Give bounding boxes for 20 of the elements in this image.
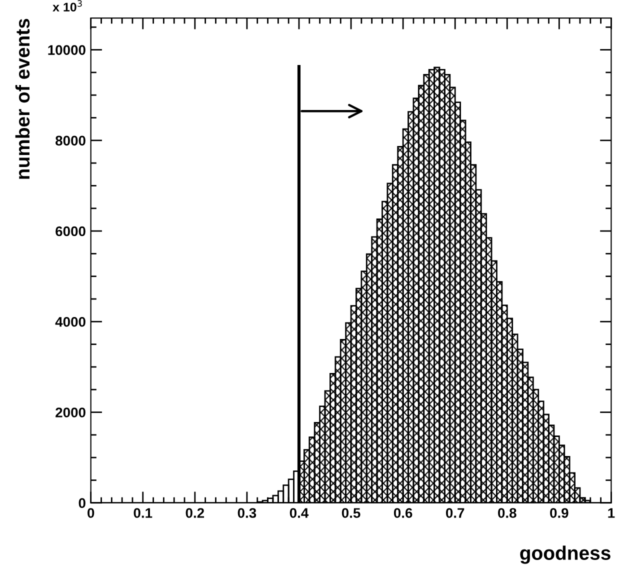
x-tick-label: 0.8 (498, 508, 516, 518)
x-tick-label: 0.4 (290, 508, 309, 518)
y-tick-label: 2000 (56, 408, 86, 418)
y-tick-label: 4000 (55, 316, 86, 327)
x-tick-label: 0.9 (550, 508, 568, 518)
y-tick-label: 0 (78, 498, 86, 508)
x-tick-label: 1 (608, 508, 615, 518)
y-tick-label: 6000 (56, 226, 86, 236)
x-tick-label: 0.6 (394, 508, 412, 518)
x-tick-label: 0.2 (186, 508, 204, 518)
x-axis-title: goodness (520, 546, 610, 564)
y-axis-title: number of events (15, 18, 30, 179)
x-tick-label: 0.7 (446, 508, 464, 518)
y-tick-label: 8000 (56, 136, 86, 146)
x-tick-label: 0.1 (134, 508, 152, 518)
x-tick-label: 0 (88, 508, 94, 518)
y-tick-label: 10000 (48, 45, 86, 55)
x-tick-label: 0.5 (342, 508, 360, 518)
text: x 10$^{3}$ (52, 0, 82, 12)
x-tick-label: 0.3 (238, 508, 256, 518)
